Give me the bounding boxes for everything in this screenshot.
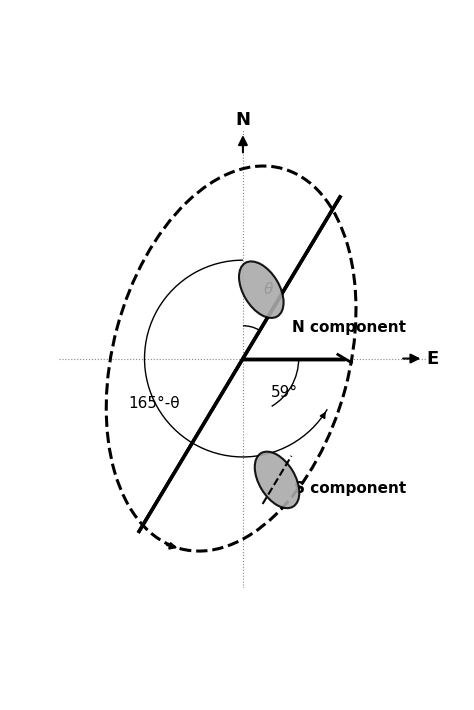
Text: 165°-θ: 165°-θ [128, 395, 180, 410]
Text: 59°: 59° [271, 385, 298, 400]
Ellipse shape [239, 261, 283, 318]
Text: N: N [236, 111, 250, 129]
Text: θ: θ [264, 282, 273, 297]
Text: E: E [427, 349, 439, 368]
Text: S component: S component [294, 481, 406, 496]
Ellipse shape [255, 452, 299, 508]
Text: N component: N component [292, 320, 406, 334]
